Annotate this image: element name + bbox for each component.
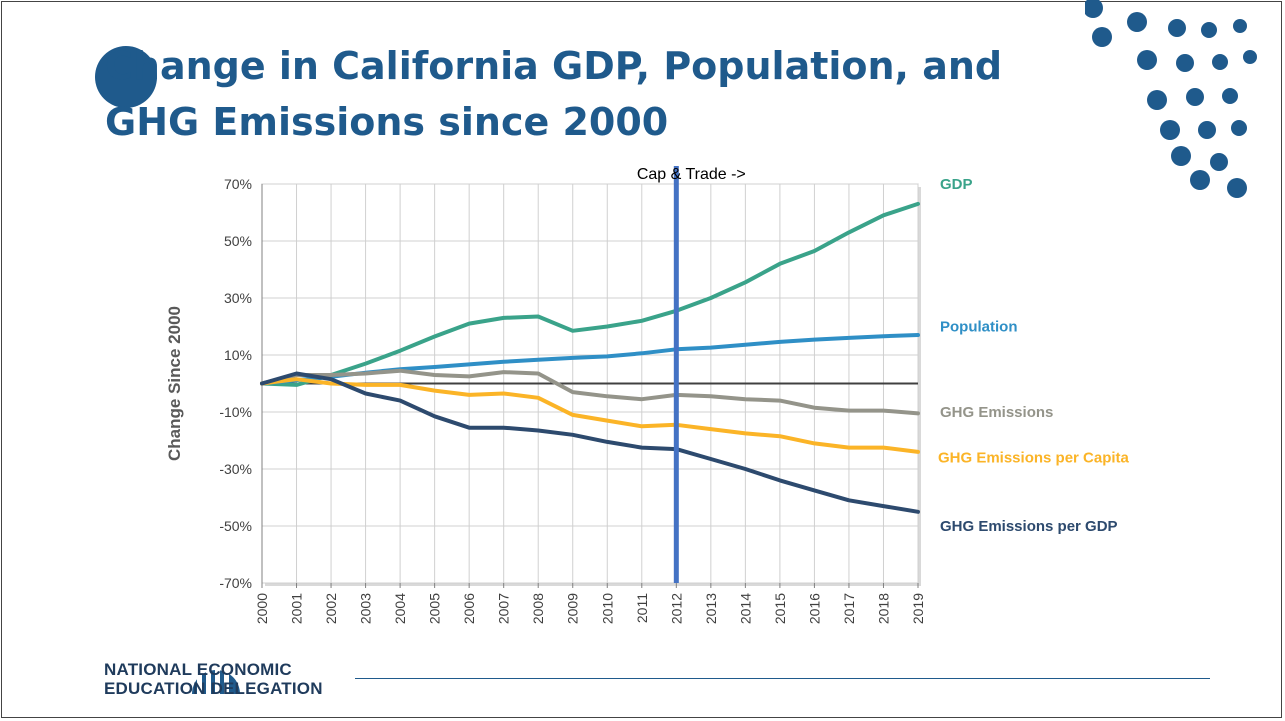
organization-name-line2: EDUCATION DELEGATION (104, 679, 323, 698)
series-label-ghg-emissions-per-gdp: GHG Emissions per GDP (940, 518, 1118, 535)
series-label-ghg-emissions: GHG Emissions (940, 404, 1053, 421)
x-tick-label: 2015 (772, 593, 788, 624)
series-line-ghg-emissions-per-gdp (260, 371, 920, 514)
x-tick-label: 2010 (599, 593, 615, 624)
x-tick-label: 2017 (841, 593, 857, 624)
y-tick-label: 70% (224, 176, 252, 192)
slide-title: Change in California GDP, Population, an… (105, 44, 1003, 144)
y-tick-label: 50% (224, 233, 252, 249)
y-tick-label: -30% (219, 461, 252, 477)
x-tick-label: 2009 (565, 593, 581, 624)
ned-logo-icon (192, 662, 240, 694)
x-tick-label: 2000 (254, 593, 270, 624)
x-tick-label: 2013 (703, 593, 719, 624)
x-tick-label: 2012 (668, 593, 684, 624)
series-line-ghg-emissions (260, 368, 920, 416)
y-tick-label: -50% (219, 518, 252, 534)
organization-name-line1: NATIONAL ECONOMIC (104, 660, 292, 679)
y-tick-label: 30% (224, 290, 252, 306)
series-label-population: Population (940, 319, 1018, 336)
organization-name: NATIONAL ECONOMIC EDUCATION DELEGATION (104, 660, 323, 698)
x-tick-label: 2001 (289, 593, 305, 624)
cap-and-trade-label: Cap & Trade -> (637, 166, 746, 183)
footer-divider (355, 678, 1210, 679)
x-tick-label: 2006 (461, 593, 477, 624)
x-tick-label: 2008 (530, 593, 546, 624)
y-tick-label: -10% (219, 404, 252, 420)
y-tick-label: 10% (224, 347, 252, 363)
series-label-gdp: GDP (940, 176, 973, 193)
series-line-gdp (260, 201, 920, 387)
series-line-ghg-emissions-per-capita (260, 377, 920, 454)
series-label-ghg-emissions-per-capita: GHG Emissions per Capita (938, 450, 1130, 467)
x-tick-label: 2004 (392, 593, 408, 624)
decorative-dots (1085, 0, 1257, 198)
y-tick-label: -70% (219, 575, 252, 591)
x-tick-label: 2014 (737, 593, 753, 624)
x-tick-label: 2018 (875, 593, 891, 624)
x-tick-label: 2002 (323, 593, 339, 624)
title-accent-circle (95, 46, 157, 108)
x-tick-label: 2003 (358, 593, 374, 624)
x-tick-label: 2007 (496, 593, 512, 624)
x-tick-label: 2011 (634, 593, 650, 623)
x-tick-label: 2019 (910, 593, 926, 624)
y-axis-label: Change Since 2000 (165, 306, 184, 461)
x-tick-label: 2016 (806, 593, 822, 624)
x-tick-label: 2005 (427, 593, 443, 624)
